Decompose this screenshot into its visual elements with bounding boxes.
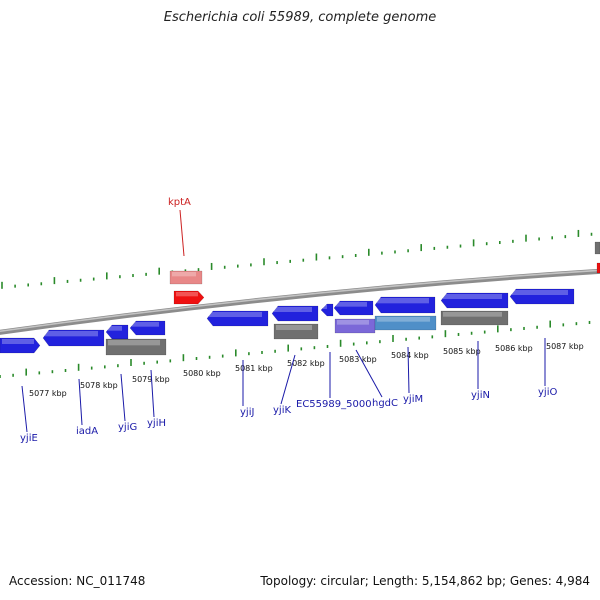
gene-feature (105, 324, 129, 340)
gene-feature (440, 310, 509, 326)
gene-label-leader (280, 354, 296, 405)
gene-feature (509, 288, 575, 305)
gene-feature-sheen (45, 331, 98, 337)
genome-backbone (0, 268, 600, 335)
scale-label: 5087 kbp (546, 342, 584, 351)
gene-label-leader (78, 378, 83, 426)
gene-feature-sheen (512, 290, 568, 295)
gene-feature-sheen (323, 305, 327, 309)
gene-feature (596, 262, 600, 274)
gene-label: kptA (168, 197, 191, 208)
gene-feature (594, 241, 600, 255)
gene-feature (374, 296, 436, 314)
gene-feature-sheen (276, 325, 312, 330)
gene-feature-sheen (172, 272, 196, 277)
gene-feature (333, 300, 374, 316)
gene-feature-sheen (2, 339, 34, 344)
gene-feature (320, 303, 334, 317)
label-layer: 5077 kbp 5078 kbp 5079 kbp 5080 kbp 5081 kbp… (20, 197, 584, 444)
upper-tick-track (1, 229, 593, 289)
gene-feature (0, 337, 41, 354)
gene-label: yjiO (538, 387, 557, 398)
genome-summary-text: Topology: circular; Length: 5,154,862 bp… (260, 574, 590, 588)
accession-text: Accession: NC_011748 (9, 574, 146, 588)
gene-label: yjiM (403, 394, 423, 405)
scale-label: 5078 kbp (80, 381, 118, 390)
scale-label: 5083 kbp (339, 355, 377, 364)
gene-feature (334, 318, 376, 334)
gene-feature (271, 305, 319, 322)
gene-label: yjiN (471, 390, 490, 401)
gene-label-leader (179, 209, 185, 257)
gene-feature-sheen (377, 298, 429, 304)
gene-feature (129, 320, 166, 336)
gene-label-leader (355, 349, 383, 398)
gene-label: yjiJ (240, 407, 254, 418)
gene-label: yjiH (147, 418, 166, 429)
gene-label: yjiE (20, 433, 38, 444)
genome-backbone-highlight (0, 269, 600, 333)
gene-feature-sheen (377, 317, 430, 322)
gene-feature-sheen (176, 292, 198, 297)
gene-feature-sheen (274, 307, 312, 312)
scale-label: 5082 kbp (287, 359, 325, 368)
lower-tick-track (0, 320, 591, 378)
scale-label: 5080 kbp (183, 369, 221, 378)
gene-feature (273, 323, 319, 340)
gene-label: yjiK (273, 405, 291, 416)
gene-label-leader (21, 385, 28, 433)
gene-feature-sheen (108, 326, 122, 331)
gene-label-leader (120, 373, 126, 422)
gene-feature (105, 338, 167, 356)
gene-feature-sheen (337, 320, 369, 325)
gene-feature (440, 292, 509, 309)
gene-feature-sheen (132, 322, 159, 327)
gene-label-leader (150, 369, 155, 418)
scale-label: 5086 kbp (495, 344, 533, 353)
scale-label: 5085 kbp (443, 347, 481, 356)
scale-label: 5081 kbp (235, 364, 273, 373)
gene-label-leader (407, 346, 410, 394)
gene-label: yjiG (118, 422, 137, 433)
gene-feature (169, 270, 203, 285)
genome-title: Escherichia coli 55989, complete genome (163, 10, 437, 25)
scale-label: 5084 kbp (391, 351, 429, 360)
gene-feature-sheen (443, 312, 502, 317)
gene-feature (42, 329, 105, 347)
gene-label: hgdC (372, 398, 398, 409)
gene-label: EC55989_5000 (296, 399, 372, 410)
gene-label: iadA (76, 426, 98, 437)
gene-feature-sheen (209, 312, 262, 317)
gene-feature (173, 290, 205, 305)
scale-label: 5077 kbp (29, 389, 67, 398)
gene-feature (374, 315, 437, 331)
feature-track (0, 241, 600, 356)
scale-label: 5079 kbp (132, 375, 170, 384)
gene-feature-sheen (108, 340, 160, 346)
gene-feature-sheen (443, 294, 502, 299)
gene-feature (206, 310, 269, 327)
gene-feature-sheen (336, 302, 367, 307)
